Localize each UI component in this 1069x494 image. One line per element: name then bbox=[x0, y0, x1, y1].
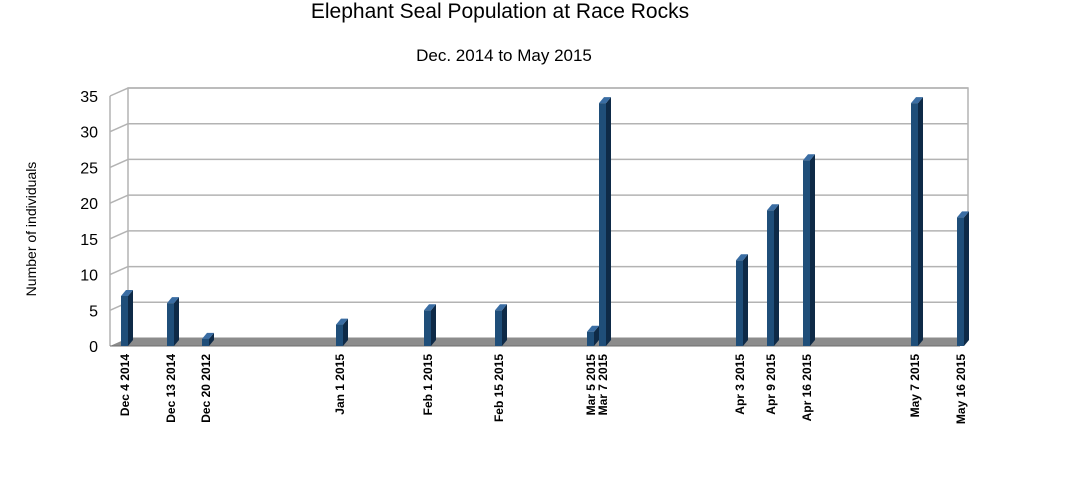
x-tick-label: Dec 13 2014 bbox=[164, 354, 178, 423]
bar-front bbox=[803, 160, 810, 346]
bar bbox=[495, 304, 507, 346]
bar bbox=[121, 290, 133, 346]
bar-top bbox=[495, 304, 507, 311]
bar-side bbox=[606, 97, 611, 347]
bar-top bbox=[202, 332, 214, 339]
x-tick-label: Dec 20 2012 bbox=[199, 354, 213, 423]
y-tick-label: 35 bbox=[80, 89, 98, 106]
bar-front bbox=[599, 103, 606, 347]
y-tick-label: 10 bbox=[80, 268, 98, 285]
bar-top bbox=[767, 204, 779, 211]
bar-front bbox=[736, 260, 743, 346]
bar bbox=[803, 154, 815, 346]
y-tick-label: 20 bbox=[80, 196, 98, 213]
gridline-side bbox=[109, 158, 129, 169]
x-axis-ticks: Dec 4 2014 Dec 13 2014 Dec 20 2012 Jan 1 20… bbox=[118, 354, 968, 424]
bar bbox=[599, 97, 611, 347]
bar bbox=[587, 325, 599, 346]
bar-top bbox=[803, 154, 815, 161]
bar-side bbox=[502, 304, 507, 346]
bar bbox=[911, 97, 923, 347]
y-axis-label: Number of individuals bbox=[23, 162, 39, 297]
bar-side bbox=[431, 304, 436, 346]
bar-front bbox=[336, 324, 343, 346]
y-axis-ticks: 0 5 10 15 20 25 30 35 bbox=[80, 89, 98, 356]
bar-side bbox=[743, 254, 748, 346]
bar bbox=[736, 254, 748, 346]
x-tick-label: Jan 1 2015 bbox=[333, 354, 347, 415]
bar-front bbox=[911, 103, 918, 347]
bar-top bbox=[167, 297, 179, 304]
bar-front bbox=[495, 310, 502, 346]
gridline-side bbox=[109, 194, 129, 204]
bar-front bbox=[424, 310, 431, 346]
x-tick-label: May 7 2015 bbox=[908, 354, 922, 418]
bar bbox=[424, 304, 436, 346]
bar bbox=[202, 332, 214, 346]
bar bbox=[336, 318, 348, 346]
bar-top bbox=[587, 325, 599, 332]
x-tick-label: Mar 7 2015 bbox=[596, 354, 610, 416]
bar-side bbox=[594, 325, 599, 346]
bar-front bbox=[167, 303, 174, 346]
bar-side bbox=[918, 97, 923, 347]
y-tick-label: 15 bbox=[80, 232, 98, 249]
bar-side bbox=[810, 154, 815, 346]
bar bbox=[767, 204, 779, 346]
bar-top bbox=[336, 318, 348, 325]
gridline-side bbox=[109, 123, 129, 133]
grid bbox=[109, 87, 969, 347]
x-tick-label: Mar 5 2015 bbox=[584, 354, 598, 416]
y-tick-label: 30 bbox=[80, 125, 98, 142]
bar-top bbox=[424, 304, 436, 311]
bar-front bbox=[202, 338, 209, 346]
y-tick-label: 0 bbox=[89, 339, 98, 356]
x-tick-label: Apr 3 2015 bbox=[733, 354, 747, 415]
gridline-side bbox=[109, 230, 129, 240]
bar-side bbox=[174, 297, 179, 346]
bar-top bbox=[121, 290, 133, 296]
x-tick-label: Feb 15 2015 bbox=[492, 354, 506, 422]
y-tick-label: 5 bbox=[89, 303, 98, 320]
bar-top bbox=[957, 211, 969, 218]
x-tick-label: Dec 4 2014 bbox=[118, 354, 132, 416]
x-tick-label: Feb 1 2015 bbox=[421, 354, 435, 416]
bar-side bbox=[774, 204, 779, 346]
bar-side bbox=[128, 290, 133, 346]
y-tick-label: 25 bbox=[80, 160, 98, 177]
bar-side bbox=[343, 318, 348, 346]
x-tick-label: Apr 9 2015 bbox=[764, 354, 778, 415]
bars bbox=[121, 97, 969, 347]
bar-top bbox=[599, 97, 611, 104]
x-tick-label: May 16 2015 bbox=[954, 354, 968, 424]
x-tick-label: Apr 16 2015 bbox=[800, 354, 814, 422]
plot-floor bbox=[110, 338, 968, 346]
chart-subtitle: Dec. 2014 to May 2015 bbox=[416, 46, 592, 65]
bar-front bbox=[957, 217, 964, 346]
plot-back-wall bbox=[127, 87, 969, 339]
bar bbox=[167, 297, 179, 346]
bar-top bbox=[911, 97, 923, 104]
bar-side bbox=[209, 332, 214, 346]
bar-side bbox=[964, 211, 969, 346]
gridline-side bbox=[109, 87, 129, 97]
bar-front bbox=[121, 296, 128, 346]
gridline-side bbox=[109, 265, 129, 276]
bar-front bbox=[767, 210, 774, 346]
bar bbox=[957, 211, 969, 346]
bar-front bbox=[587, 331, 594, 346]
bar-top bbox=[736, 254, 748, 261]
chart-title: Elephant Seal Population at Race Rocks bbox=[311, 0, 689, 23]
